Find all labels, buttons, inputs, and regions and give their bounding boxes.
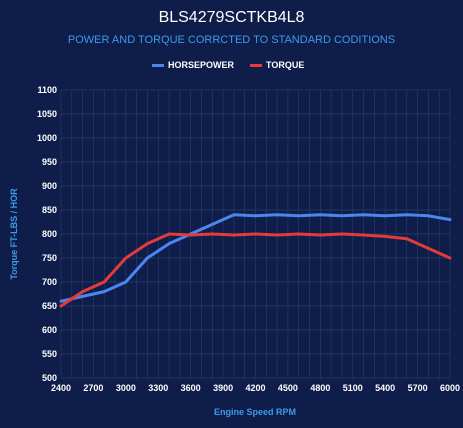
legend-label-horsepower: HORSEPOWER — [168, 60, 235, 70]
x-tick-label: 2700 — [83, 383, 103, 393]
x-tick-label: 5700 — [408, 383, 428, 393]
tick-layer: 500 550 600 650 700 750 800 850 900 950 1000 1050 11… — [37, 85, 460, 393]
legend-swatch-horsepower — [152, 64, 164, 67]
series-line-torque — [59, 232, 452, 308]
y-tick-label: 650 — [42, 301, 57, 311]
y-tick-label: 1000 — [37, 133, 57, 143]
x-tick-label: 5100 — [343, 383, 363, 393]
x-tick-label: 3300 — [148, 383, 168, 393]
x-tick-label: 3900 — [213, 383, 233, 393]
x-tick-label: 3000 — [116, 383, 136, 393]
x-tick-label: 4500 — [278, 383, 298, 393]
chart-title: BLS4279SCTKB4L8 — [158, 9, 305, 26]
x-tick-label: 2400 — [51, 383, 71, 393]
legend-item-torque[interactable]: TORQUE — [250, 60, 320, 72]
x-axis-title: Engine Speed RPM — [214, 407, 296, 417]
y-tick-label: 750 — [42, 253, 57, 263]
y-tick-label: 1050 — [37, 109, 57, 119]
y-tick-label: 850 — [42, 205, 57, 215]
legend-item-horsepower[interactable]: HORSEPOWER — [152, 60, 242, 72]
y-tick-label: 800 — [42, 229, 57, 239]
x-tick-label: 6000 — [440, 383, 460, 393]
y-tick-label: 700 — [42, 277, 57, 287]
x-tick-label: 4200 — [245, 383, 265, 393]
y-tick-label: 550 — [42, 349, 57, 359]
x-tick-label: 3600 — [181, 383, 201, 393]
x-tick-label: 5400 — [375, 383, 395, 393]
series-layer — [59, 213, 452, 308]
y-tick-label: 950 — [42, 157, 57, 167]
chart-subtitle: POWER AND TORQUE CORRCTED TO STANDARD CO… — [67, 34, 396, 46]
y-tick-label: 600 — [42, 325, 57, 335]
y-tick-label: 500 — [42, 373, 57, 383]
y-tick-label: 900 — [42, 181, 57, 191]
series-line-horsepower — [59, 213, 452, 303]
y-tick-label: 1100 — [37, 85, 57, 95]
x-tick-label: 4800 — [310, 383, 330, 393]
y-axis-title: Torque FT-LBS / HOR — [9, 188, 19, 280]
legend-label-torque: TORQUE — [266, 60, 305, 70]
legend-swatch-torque — [250, 64, 262, 67]
